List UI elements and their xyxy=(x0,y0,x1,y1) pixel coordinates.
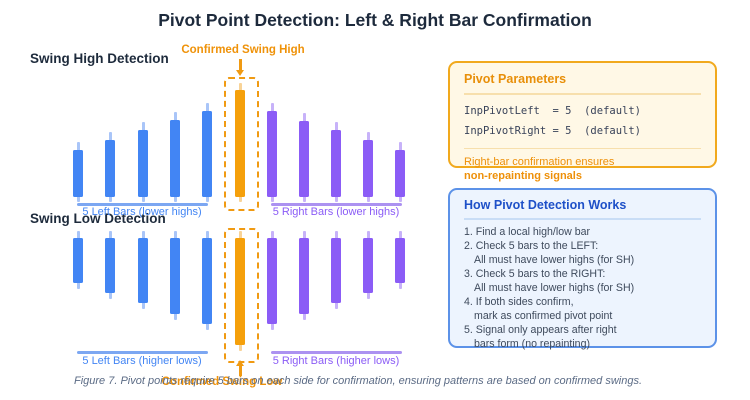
list-item: 4. If both sides confirm, xyxy=(464,295,574,308)
how-pivot-detection-panel: How Pivot Detection Works 1. Find a loca… xyxy=(448,188,717,351)
page-title: Pivot Point Detection: Left & Right Bar … xyxy=(158,10,592,30)
candle-body-left xyxy=(170,120,180,197)
candle-body-right xyxy=(331,238,341,303)
code-line-pivot-left: InpPivotLeft = 5 (default) xyxy=(464,104,642,117)
list-item: All must have lower highs (for SH) xyxy=(474,253,635,266)
candle-body-left xyxy=(73,238,83,283)
candle-body-left xyxy=(105,238,115,293)
pivot-highlight-box-high xyxy=(224,77,259,211)
confirmed-swing-high-label: Confirmed Swing High xyxy=(181,44,305,56)
down-arrow-head-icon xyxy=(235,70,244,76)
candle-body-left xyxy=(138,238,148,303)
candle-body-left xyxy=(73,150,83,197)
up-arrow-head-icon xyxy=(235,360,244,366)
note-line-2: non-repainting signals xyxy=(464,170,582,182)
right-bars-underline-high xyxy=(271,203,402,206)
down-arrow-icon xyxy=(239,59,242,71)
confirmed-swing-low-label: Confirmed Swing Low xyxy=(161,376,283,388)
right-bars-label-low: 5 Right Bars (higher lows) xyxy=(272,355,400,367)
swing-low-heading: Swing Low Detection xyxy=(30,211,166,226)
list-item: 3. Check 5 bars to the RIGHT: xyxy=(464,267,606,280)
candle-body-left xyxy=(138,130,148,197)
divider xyxy=(464,93,701,95)
candle-body-pivot xyxy=(235,238,245,345)
code-line-pivot-right: InpPivotRight = 5 (default) xyxy=(464,124,642,137)
candle-body-left xyxy=(202,238,212,324)
list-item: 2. Check 5 bars to the LEFT: xyxy=(464,239,599,252)
list-item: All must have lower highs (for SH) xyxy=(474,281,635,294)
candle-body-left xyxy=(170,238,180,314)
left-bars-underline-low xyxy=(77,351,208,354)
candle-body-right xyxy=(395,238,405,283)
candle-body-pivot xyxy=(235,90,245,197)
candle-body-right xyxy=(267,238,277,324)
left-bars-label-low: 5 Left Bars (higher lows) xyxy=(82,355,202,367)
left-bars-label-high: 5 Left Bars (lower highs) xyxy=(82,206,202,218)
steps-list: 1. Find a local high/low bar 2. Check 5 b… xyxy=(464,225,701,351)
divider xyxy=(464,218,701,220)
candle-body-right xyxy=(299,238,309,314)
candle-body-right xyxy=(267,111,277,197)
pivot-parameters-panel: Pivot Parameters InpPivotLeft = 5 (defau… xyxy=(448,61,717,182)
figure-caption: Figure 7. Pivot points require 5 bars on… xyxy=(73,375,643,387)
list-item: 1. Find a local high/low bar xyxy=(464,225,591,238)
note-line-1: Right-bar confirmation ensures xyxy=(464,156,615,168)
candle-body-right xyxy=(363,140,373,197)
list-item: bars form (no repainting) xyxy=(474,337,590,350)
candle-body-right xyxy=(363,238,373,293)
right-bars-label-high: 5 Right Bars (lower highs) xyxy=(272,206,400,218)
swing-high-heading: Swing High Detection xyxy=(30,51,169,66)
pivot-highlight-box-low xyxy=(224,228,259,363)
up-arrow-icon xyxy=(239,365,242,376)
list-item: 5. Signal only appears after right xyxy=(464,323,617,336)
candle-body-right xyxy=(395,150,405,197)
list-item: mark as confirmed pivot point xyxy=(474,309,613,322)
right-bars-underline-low xyxy=(271,351,402,354)
pivot-parameters-title: Pivot Parameters xyxy=(464,72,567,86)
candle-body-right xyxy=(299,121,309,197)
divider xyxy=(464,147,701,149)
candle-body-left xyxy=(105,140,115,197)
candle-body-right xyxy=(331,130,341,197)
candle-body-left xyxy=(202,111,212,197)
left-bars-underline-high xyxy=(77,203,208,206)
how-pivot-detection-title: How Pivot Detection Works xyxy=(464,198,627,212)
